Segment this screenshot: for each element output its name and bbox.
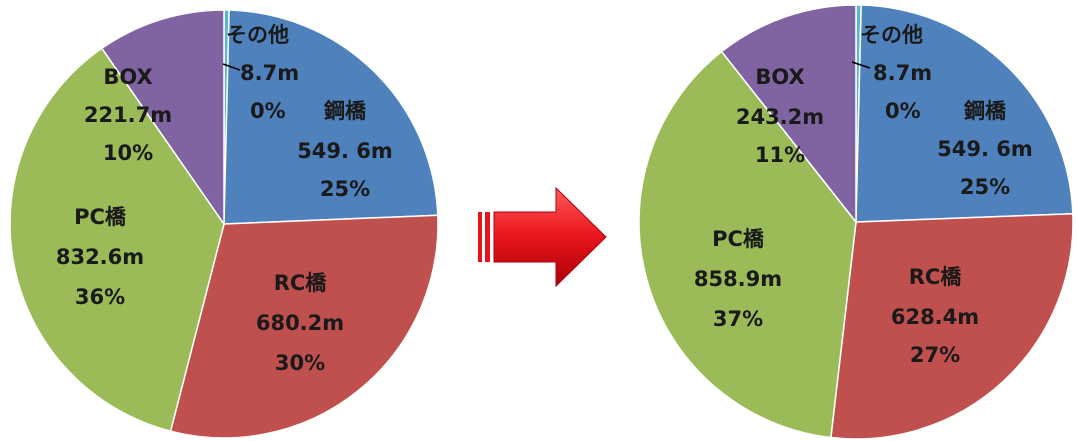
pie-slice-box — [720, 4, 857, 225]
slice-percent: 36% — [75, 285, 125, 309]
pie-slice-rc — [169, 214, 439, 439]
slice-label-steel: 鋼橋 549. 6m 25% — [297, 99, 393, 201]
pie-slice-box — [100, 9, 225, 227]
slice-length: 680.2m — [256, 311, 344, 335]
slice-length: 858.9m — [694, 267, 782, 291]
slice-percent: 10% — [103, 141, 153, 165]
slice-name: PC橋 — [74, 205, 127, 229]
slice-length: 243.2m — [736, 105, 824, 129]
slice-label-box: BOX 243.2m 11% — [736, 65, 824, 167]
slice-name: BOX — [755, 65, 804, 89]
pie-chart-after: その他 8.7m 0% 鋼橋 549. 6m 25% RC橋 628.4m 27… — [638, 4, 1074, 440]
slice-length: 832.6m — [56, 245, 144, 269]
slice-percent: 0% — [250, 99, 286, 123]
slice-label-other: その他 8.7m 0% — [226, 23, 299, 123]
slice-name: 鋼橋 — [323, 99, 367, 123]
slice-name: 鋼橋 — [963, 99, 1007, 123]
slice-percent: 25% — [960, 175, 1010, 199]
pie-slice-pc — [9, 47, 225, 433]
slice-length: 8.7m — [240, 61, 299, 85]
slice-percent: 37% — [713, 307, 763, 331]
slice-percent: 27% — [910, 343, 960, 367]
slice-label-rc: RC橋 680.2m 30% — [256, 271, 344, 375]
slice-length: 221.7m — [84, 103, 172, 127]
slice-label-box: BOX 221.7m 10% — [84, 65, 172, 165]
slice-name: BOX — [103, 65, 152, 89]
pie-chart-before: その他 8.7m 0% 鋼橋 549. 6m 25% RC橋 680.2m 30… — [9, 9, 439, 439]
arrow-body — [493, 186, 607, 288]
slice-label-pc: PC橋 858.9m 37% — [694, 227, 782, 331]
pie-slice-steel — [855, 4, 1074, 223]
arrow-stripe — [478, 212, 482, 262]
slice-name: RC橋 — [909, 265, 963, 289]
slice-name: その他 — [860, 23, 923, 47]
slice-percent: 25% — [320, 177, 370, 201]
pie-slice-steel — [223, 9, 439, 225]
slice-length: 628.4m — [891, 305, 979, 329]
leader-line-other — [851, 61, 871, 69]
slice-length: 549. 6m — [297, 139, 393, 163]
pie-slice-rc — [830, 212, 1074, 440]
arrow-stripe — [485, 212, 490, 262]
slice-percent: 11% — [755, 143, 805, 167]
leader-line-other — [222, 63, 241, 71]
slice-percent: 30% — [275, 351, 325, 375]
right-arrow-icon — [478, 186, 607, 288]
slice-label-rc: RC橋 628.4m 27% — [891, 265, 979, 367]
pie-slice-pc — [638, 50, 857, 439]
slice-label-steel: 鋼橋 549. 6m 25% — [937, 99, 1033, 199]
slice-name: RC橋 — [274, 271, 328, 295]
slice-label-pc: PC橋 832.6m 36% — [56, 205, 144, 309]
slice-length: 549. 6m — [937, 137, 1033, 161]
slice-percent: 0% — [885, 99, 921, 123]
slice-name: PC橋 — [712, 227, 765, 251]
slice-length: 8.7m — [873, 61, 932, 85]
slice-label-other: その他 8.7m 0% — [860, 23, 932, 123]
slice-name: その他 — [226, 23, 289, 47]
